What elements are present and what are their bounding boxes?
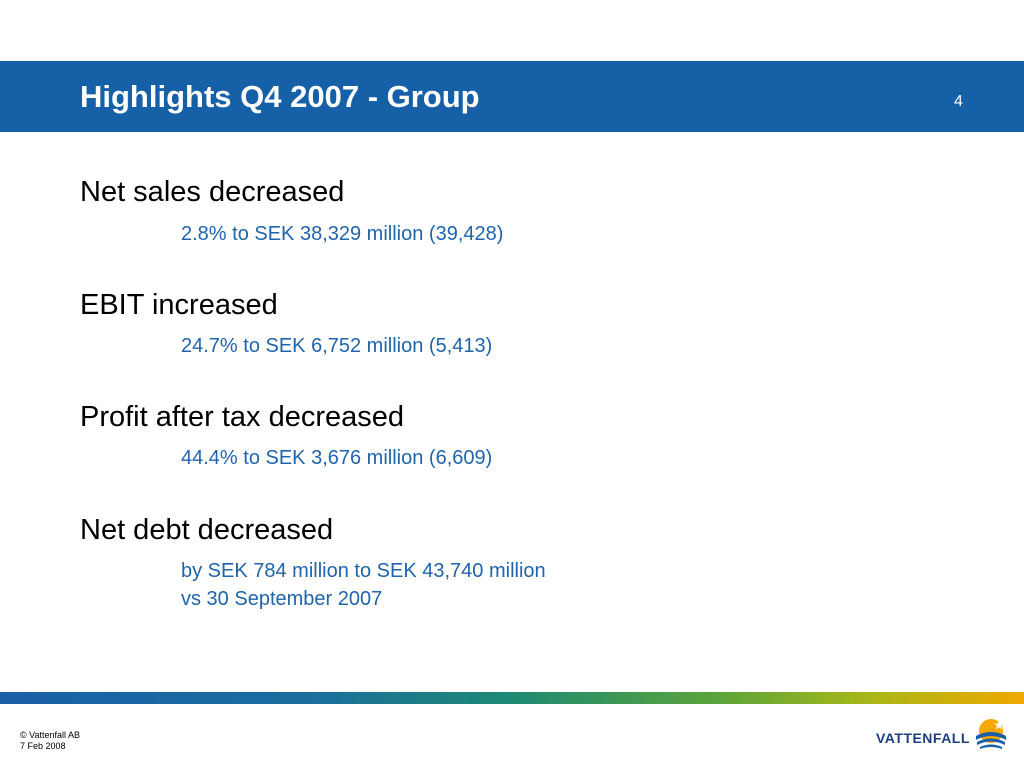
vattenfall-sun-wave-logo-icon bbox=[976, 719, 1006, 749]
logo-text: VATTENFALL bbox=[876, 730, 970, 746]
highlight-heading-ebit: EBIT increased bbox=[80, 289, 278, 321]
title-bar bbox=[0, 61, 1024, 132]
highlight-heading-net-debt: Net debt decreased bbox=[80, 514, 334, 546]
page-number: 4 bbox=[954, 93, 963, 110]
highlight-detail-net-debt-line-1: by SEK 784 million to SEK 43,740 million bbox=[181, 560, 546, 582]
highlight-heading-net-sales: Net sales decreased bbox=[80, 176, 345, 208]
highlight-detail-profit-after-tax: 44.4% to SEK 3,676 million (6,609) bbox=[181, 447, 493, 469]
footer-copyright: © Vattenfall AB bbox=[20, 730, 80, 740]
highlight-heading-profit-after-tax: Profit after tax decreased bbox=[80, 401, 404, 433]
footer-gradient-bar bbox=[0, 692, 1024, 704]
vattenfall-logo: VATTENFALL bbox=[876, 714, 1008, 756]
highlight-detail-net-debt-line-2: vs 30 September 2007 bbox=[181, 588, 383, 610]
highlight-detail-ebit: 24.7% to SEK 6,752 million (5,413) bbox=[181, 335, 493, 357]
slide-title: Highlights Q4 2007 - Group bbox=[80, 79, 480, 114]
highlight-detail-net-sales: 2.8% to SEK 38,329 million (39,428) bbox=[181, 223, 504, 245]
footer-date: 7 Feb 2008 bbox=[20, 741, 66, 751]
